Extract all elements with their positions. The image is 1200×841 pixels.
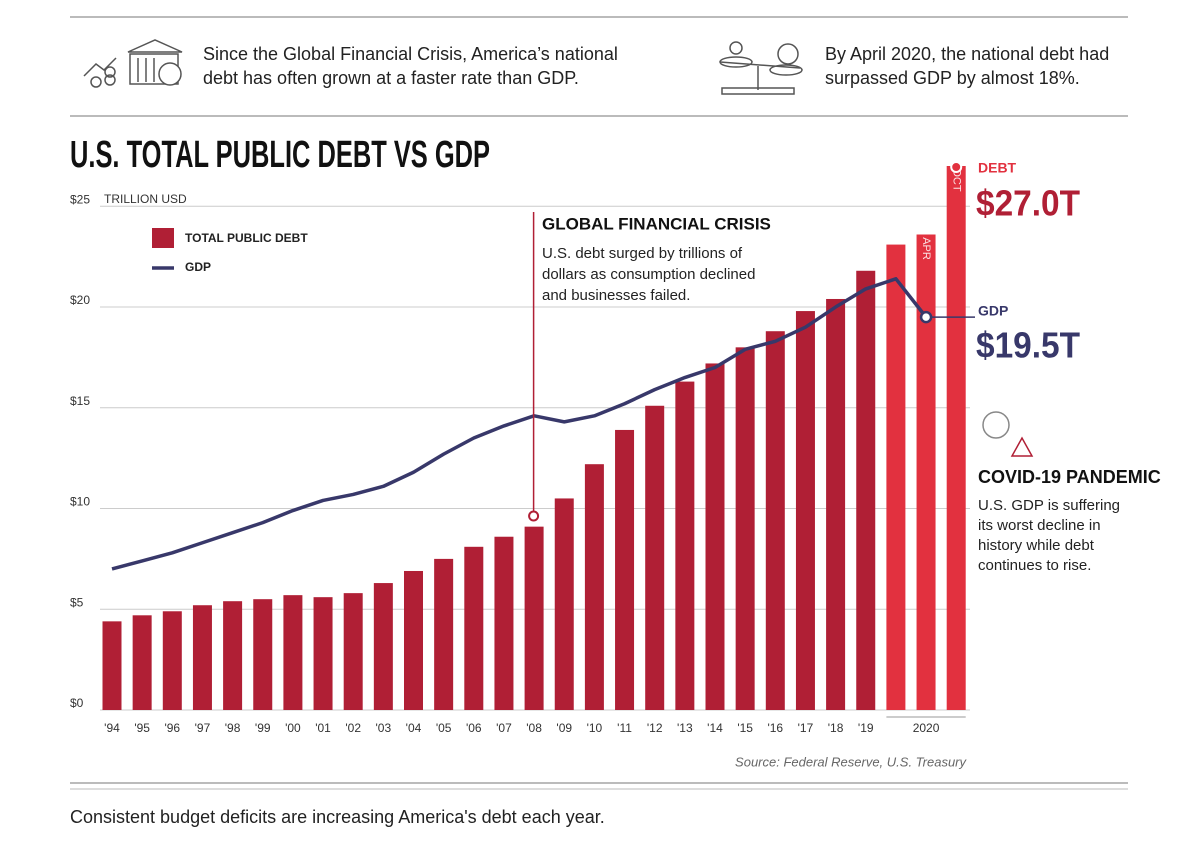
x-tick-label: '97 — [195, 721, 211, 735]
y-tick-label: $0 — [70, 696, 84, 710]
annotation-text: dollars as consumption declined — [542, 266, 755, 283]
annotation-text: and businesses failed. — [542, 287, 690, 304]
x-tick-label: '17 — [798, 721, 814, 735]
bank-icon — [83, 39, 183, 88]
debt-dot — [950, 161, 963, 173]
bar — [373, 583, 393, 710]
bar — [313, 597, 333, 710]
annotation-title: GLOBAL FINANCIAL CRISIS — [542, 214, 771, 233]
bar — [253, 599, 273, 710]
x-tick-label: '96 — [164, 721, 180, 735]
x-tick-label: '07 — [496, 721, 512, 735]
legend-label: GDP — [185, 260, 211, 274]
bar — [584, 464, 604, 710]
x-tick-label: '09 — [556, 721, 572, 735]
bar — [102, 621, 122, 710]
bar-inner-label: OCT — [950, 168, 962, 192]
chart-title: U.S. TOTAL PUBLIC DEBT VS GDP — [70, 134, 490, 176]
bar — [765, 331, 785, 710]
x-tick-label: '12 — [647, 721, 663, 735]
x-tick-label: '95 — [134, 721, 150, 735]
bar — [223, 601, 243, 710]
x-tick-label: '98 — [225, 721, 241, 735]
x-tick-label: '08 — [526, 721, 542, 735]
bar — [916, 234, 936, 710]
x-tick-label: '94 — [104, 721, 120, 735]
x-tick-label: '06 — [466, 721, 482, 735]
x-tick-label: '99 — [255, 721, 271, 735]
bar — [795, 311, 815, 710]
x-tick-label: '15 — [737, 721, 753, 735]
annotation-text: its worst decline in — [978, 517, 1101, 534]
bar — [192, 605, 212, 710]
bar-inner-label: APR — [920, 237, 932, 260]
x-tick-label: '04 — [406, 721, 422, 735]
virus-icon — [982, 411, 1010, 439]
bar — [464, 546, 484, 710]
annotation-text: U.S. debt surged by trillions of — [542, 245, 743, 262]
bar — [675, 381, 695, 710]
x-tick-label: '01 — [315, 721, 331, 735]
y-tick-label: $10 — [70, 495, 90, 509]
debt-value: $27.0T — [976, 183, 1080, 224]
y-tick-label: $25 — [70, 192, 90, 206]
y-tick-label: $20 — [70, 293, 90, 307]
footer: Consistent budget deficits are increasin… — [70, 807, 605, 827]
x-group-label: 2020 — [913, 721, 940, 735]
bar — [826, 298, 846, 710]
bar — [162, 611, 182, 710]
annotation-title: COVID-19 PANDEMIC — [978, 467, 1161, 487]
y-tick-label: $15 — [70, 394, 90, 408]
x-tick-label: '02 — [345, 721, 361, 735]
x-tick-label: '14 — [707, 721, 723, 735]
bar — [735, 347, 755, 710]
gdp-label: GDP — [978, 303, 1008, 319]
bar — [705, 363, 725, 710]
bar — [494, 536, 514, 710]
y-tick-label: $5 — [70, 595, 84, 609]
bar — [645, 405, 665, 710]
bar — [946, 166, 966, 710]
gdp-value: $19.5T — [976, 325, 1080, 366]
x-tick-label: '19 — [858, 721, 874, 735]
legend-swatch — [152, 228, 174, 248]
bar — [132, 615, 152, 710]
x-tick-label: '00 — [285, 721, 301, 735]
bar — [615, 429, 635, 710]
y-unit: TRILLION USD — [104, 192, 187, 206]
bar — [283, 595, 303, 710]
annotation-text: continues to rise. — [978, 557, 1091, 574]
annotation-text: history while debt — [978, 537, 1095, 554]
annotation-dot — [528, 510, 540, 522]
bar — [856, 270, 876, 710]
scale-icon — [719, 41, 803, 95]
debt-label: DEBT — [978, 160, 1017, 176]
source: Source: Federal Reserve, U.S. Treasury — [735, 754, 967, 769]
bar — [886, 244, 906, 711]
x-tick-label: '13 — [677, 721, 693, 735]
bar — [524, 526, 544, 710]
gdp-dot — [919, 310, 933, 324]
x-tick-label: '05 — [436, 721, 452, 735]
x-tick-label: '18 — [828, 721, 844, 735]
bar — [343, 593, 363, 710]
annotation-text: U.S. GDP is suffering — [978, 497, 1120, 514]
warning-icon — [1010, 436, 1034, 457]
header-text: surpassed GDP by almost 18%. — [825, 68, 1080, 88]
header-text: debt has often grown at a faster rate th… — [203, 68, 579, 88]
bar — [554, 498, 574, 710]
x-tick-label: '11 — [617, 721, 632, 735]
x-tick-label: '10 — [587, 721, 603, 735]
header-text: Since the Global Financial Crisis, Ameri… — [203, 44, 618, 64]
legend-label: TOTAL PUBLIC DEBT — [185, 231, 308, 245]
x-tick-label: '16 — [767, 721, 783, 735]
x-tick-label: '03 — [376, 721, 392, 735]
header-text: By April 2020, the national debt had — [825, 44, 1109, 64]
gdp-line — [111, 277, 928, 571]
bar — [404, 570, 423, 710]
bar — [434, 558, 454, 710]
